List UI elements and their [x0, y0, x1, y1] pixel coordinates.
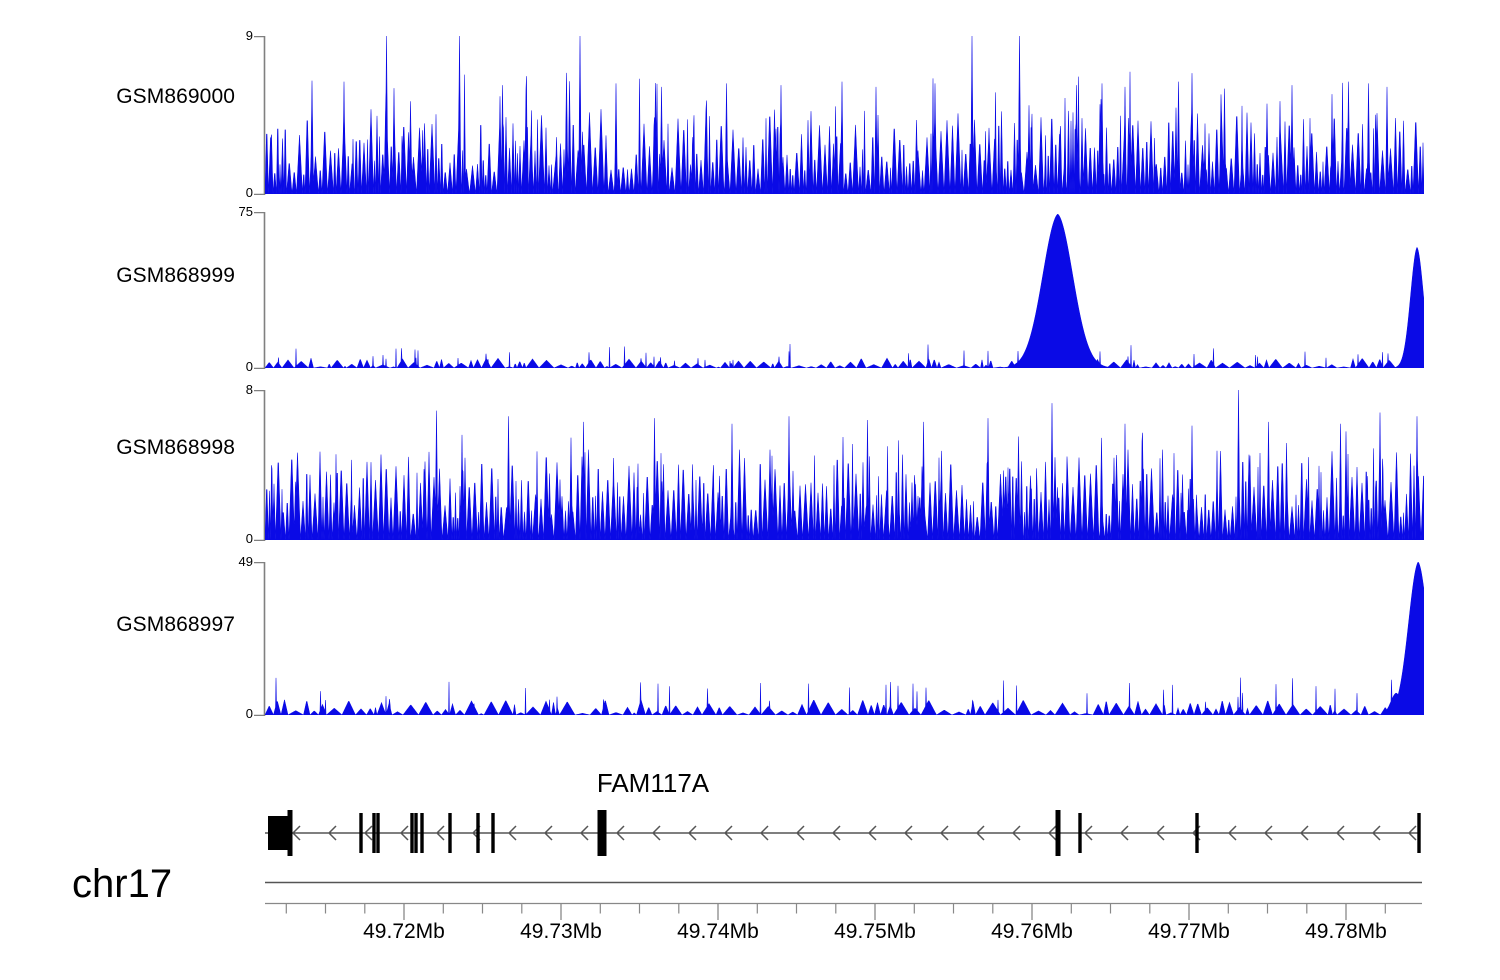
- track-axis-bracket: [254, 36, 266, 195]
- track-label: GSM868997: [116, 613, 235, 636]
- axis-max-value: 75: [238, 204, 253, 219]
- signal-plot-area[interactable]: [265, 390, 1424, 540]
- axis-min-value: 0: [245, 706, 253, 721]
- axis-max-value: 49: [238, 554, 253, 569]
- signal-plot-area[interactable]: [265, 562, 1424, 715]
- axis-min-value: 0: [245, 359, 253, 374]
- axis-tick-label: 49.77Mb: [1148, 920, 1230, 943]
- axis-min-value: 0: [245, 531, 253, 546]
- track-label: GSM868999: [116, 264, 235, 287]
- axis-tick-label: 49.72Mb: [363, 920, 445, 943]
- track-axis-bracket: [254, 212, 266, 369]
- axis-tick-label: 49.74Mb: [677, 920, 759, 943]
- track-label: GSM869000: [116, 85, 235, 108]
- gene-model-graphic[interactable]: [0, 804, 1500, 867]
- axis-min-value: 0: [245, 185, 253, 200]
- gene-name-label: FAM117A: [0, 768, 1500, 799]
- axis-ruler-graphic: [0, 876, 1500, 925]
- axis-max-value: 9: [245, 28, 253, 43]
- track-label: GSM868998: [116, 436, 235, 459]
- signal-plot-area[interactable]: [265, 212, 1424, 368]
- gene-name-text: FAM117A: [596, 768, 710, 798]
- axis-tick-label: 49.75Mb: [834, 920, 916, 943]
- coordinate-axis[interactable]: 49.72Mb 49.73Mb 49.74Mb 49.75Mb 49.76Mb 49.77…: [0, 876, 1500, 980]
- gene-annotation-track[interactable]: FAM117A: [0, 760, 1500, 880]
- axis-max-value: 8: [245, 382, 253, 397]
- axis-tick-label: 49.73Mb: [520, 920, 602, 943]
- axis-tick-label: 49.76Mb: [991, 920, 1073, 943]
- signal-plot-area[interactable]: [265, 36, 1424, 194]
- chromosome-label: chr17: [72, 862, 173, 906]
- track-axis-bracket: [254, 390, 266, 541]
- axis-tick-label: 49.78Mb: [1305, 920, 1387, 943]
- track-axis-bracket: [254, 562, 266, 716]
